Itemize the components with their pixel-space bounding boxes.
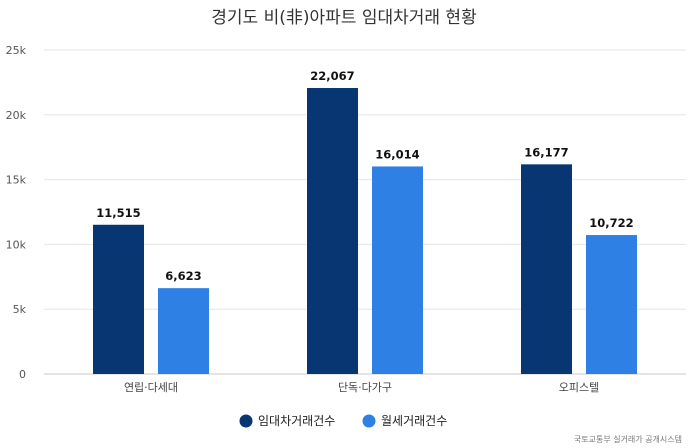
legend: 임대차거래건수 월세거래건수 xyxy=(239,414,448,428)
data-label: 22,067 xyxy=(310,69,354,83)
bar-lease xyxy=(521,164,572,374)
x-axis-categories: 연립·다세대 단독·다가구 오피스텔 xyxy=(124,381,599,394)
data-labels: 11,515 6,623 22,067 16,014 16,177 10,722 xyxy=(96,69,633,283)
y-tick-label: 20k xyxy=(6,109,27,122)
y-tick-label: 0 xyxy=(19,368,26,381)
bars xyxy=(93,88,637,374)
bar-monthly-rent xyxy=(158,288,209,374)
bar-monthly-rent xyxy=(586,235,637,374)
y-tick-label: 25k xyxy=(6,44,27,57)
category-label: 오피스텔 xyxy=(559,381,599,394)
category-label: 단독·다가구 xyxy=(338,381,392,394)
legend-label: 월세거래건수 xyxy=(381,414,447,428)
chart-title: 경기도 비(非)아파트 임대차거래 현황 xyxy=(211,8,476,28)
bar-lease xyxy=(93,224,144,374)
source-note: 국토교통부 실거래가 공개시스템 xyxy=(574,434,682,444)
bar-lease xyxy=(307,88,358,374)
legend-marker xyxy=(239,414,253,428)
data-label: 16,177 xyxy=(524,145,568,159)
y-axis-ticks: 0 5k 10k 15k 20k 25k xyxy=(6,44,27,381)
legend-marker xyxy=(362,414,376,428)
legend-item-lease[interactable]: 임대차거래건수 xyxy=(239,414,336,428)
category-label: 연립·다세대 xyxy=(124,381,178,394)
legend-label: 임대차거래건수 xyxy=(258,414,335,428)
y-tick-label: 10k xyxy=(6,238,27,251)
legend-item-monthly-rent[interactable]: 월세거래건수 xyxy=(362,414,448,428)
data-label: 6,623 xyxy=(165,269,201,283)
data-label: 10,722 xyxy=(589,216,633,230)
bar-monthly-rent xyxy=(372,166,423,374)
y-tick-label: 5k xyxy=(13,303,27,316)
y-tick-label: 15k xyxy=(6,174,27,187)
data-label: 11,515 xyxy=(96,206,140,220)
data-label: 16,014 xyxy=(375,147,419,161)
gridlines xyxy=(44,49,686,375)
